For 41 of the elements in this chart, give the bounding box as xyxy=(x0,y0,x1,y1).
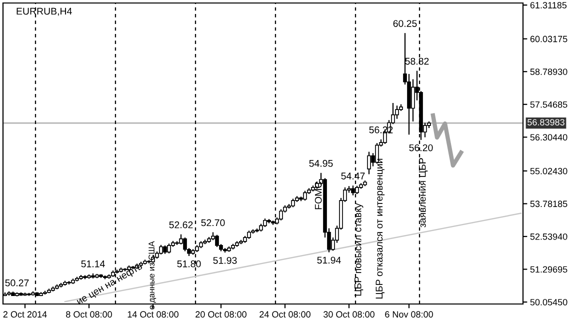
x-tick-label: 6 Nov 08:00 xyxy=(385,311,433,318)
candlestick xyxy=(367,151,371,175)
x-tick-label: 20 Oct 08:00 xyxy=(196,311,246,318)
text: 56.20 xyxy=(409,144,433,152)
text: 51.14 xyxy=(81,260,105,268)
y-tick-label: 58.78930 xyxy=(530,68,568,75)
text: 51.94 xyxy=(317,256,341,264)
y-tick-label: 52.53940 xyxy=(530,233,568,240)
candlestick xyxy=(159,244,163,255)
text: 52.62 xyxy=(169,221,193,228)
annotation: ЦБР отказался от интервенции xyxy=(376,158,385,298)
text: 52.70 xyxy=(201,219,225,226)
candlestick xyxy=(375,142,379,164)
text: 51.80 xyxy=(177,260,201,268)
y-tick-label: 53.78185 xyxy=(530,200,568,208)
x-tick-label: 30 Oct 08:00 xyxy=(324,311,374,318)
text: 60.25 xyxy=(393,20,417,27)
y-tick-label: 56.30440 xyxy=(530,134,568,141)
text: 54.47 xyxy=(341,172,365,180)
x-tick-label: 8 Oct 08:00 xyxy=(66,311,112,318)
x-tick-label: 2 Oct 2014 xyxy=(3,311,47,318)
candlestick xyxy=(303,190,307,202)
text: 50.27 xyxy=(5,279,29,286)
candlestick xyxy=(183,236,187,252)
candlestick xyxy=(167,243,171,254)
y-tick-label: 55.02430 xyxy=(530,168,568,174)
ref-line-label: 56.83983 xyxy=(528,119,564,126)
y-tick-label: 50.05450 xyxy=(530,299,568,306)
text: 54.95 xyxy=(309,160,333,167)
x-tick-label: 14 Oct 08:00 xyxy=(128,311,178,318)
text: 58.82 xyxy=(405,58,429,65)
y-tick-label: 60.03175 xyxy=(530,36,568,42)
candlestick xyxy=(279,208,283,221)
y-tick-label: 61.31185 xyxy=(530,2,567,8)
text: 51.93 xyxy=(213,256,237,264)
annotation: е данные из США xyxy=(148,241,156,310)
x-tick-label: 24 Oct 08:00 xyxy=(260,311,310,318)
chart-title: EURRUB,H4 xyxy=(16,8,72,16)
y-tick-label: 51.29695 xyxy=(530,266,568,273)
candlestick xyxy=(215,234,219,248)
y-tick-label: 57.54685 xyxy=(530,101,568,108)
